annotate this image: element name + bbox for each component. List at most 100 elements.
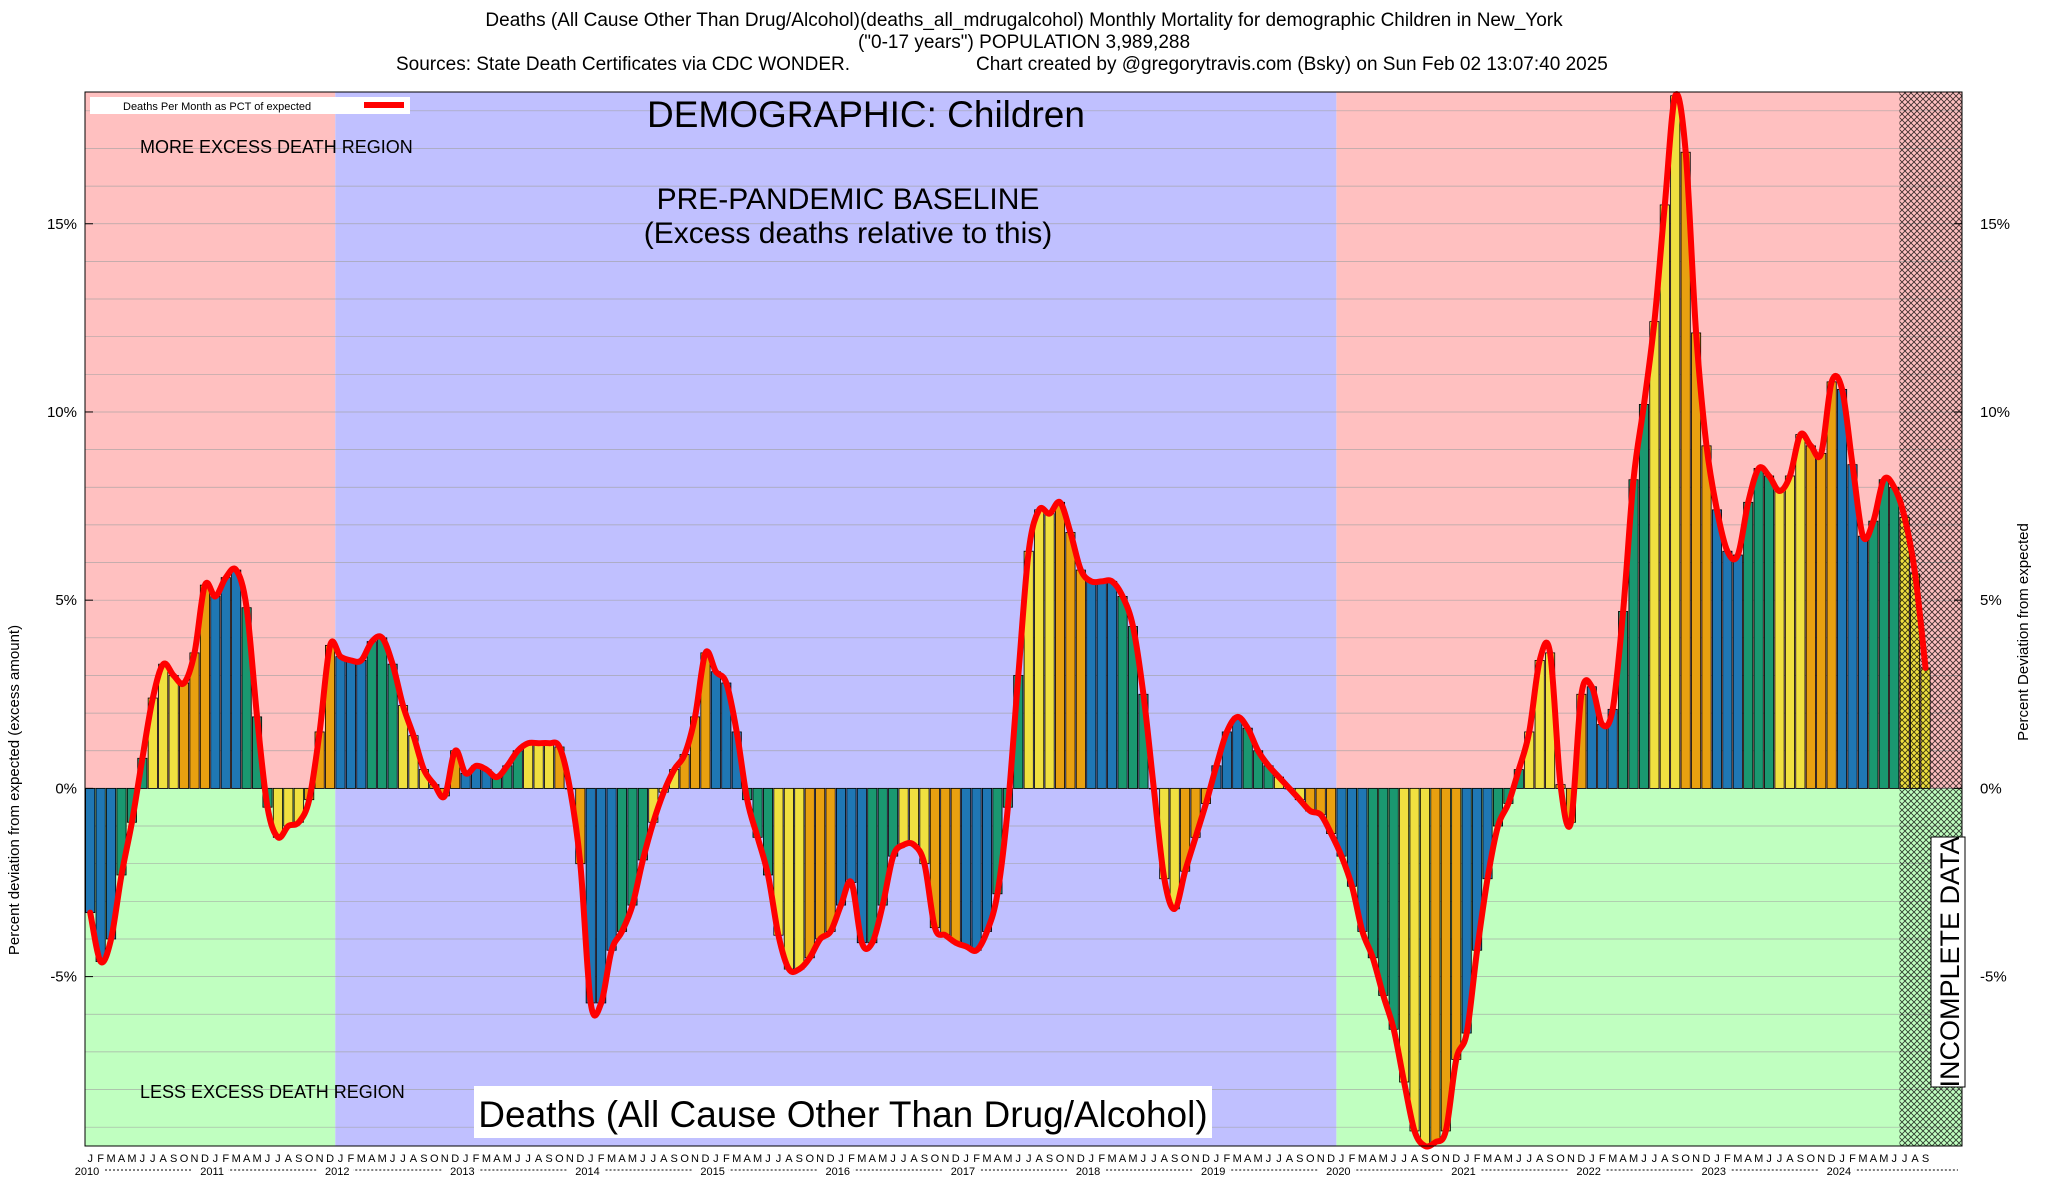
month-tick-label: N [1442, 1153, 1450, 1165]
month-tick-label: J [1641, 1153, 1647, 1165]
month-tick-label: A [660, 1153, 668, 1165]
month-tick-label: S [170, 1153, 177, 1165]
month-tick-label: J [901, 1153, 907, 1165]
series-line [87, 91, 1929, 1150]
month-tick-label: S [1046, 1153, 1053, 1165]
month-tick-label: A [910, 1153, 918, 1165]
bottom-series-label: Deaths (All Cause Other Than Drug/Alcoho… [478, 1094, 1207, 1135]
month-tick-label: J [1777, 1153, 1783, 1165]
month-tick-label: O [305, 1153, 314, 1165]
month-tick-label: J [1266, 1153, 1272, 1165]
year-tick-label: 2022 [1576, 1166, 1600, 1178]
year-tick-label: 2023 [1701, 1166, 1725, 1178]
month-tick-label: F [1223, 1153, 1230, 1165]
month-tick-label: M [1379, 1153, 1388, 1165]
month-tick-label: M [106, 1153, 115, 1165]
month-tick-label: M [1504, 1153, 1513, 1165]
month-tick-label: J [1714, 1153, 1720, 1165]
month-tick-label: O [1431, 1153, 1440, 1165]
month-tick-label: S [1421, 1153, 1428, 1165]
month-tick-label: M [1879, 1153, 1888, 1165]
year-label-bg [192, 1164, 229, 1177]
month-tick-label: N [566, 1153, 574, 1165]
year-label-bg [1443, 1164, 1480, 1177]
month-tick-label: J [213, 1153, 219, 1165]
year-tick-label: 2013 [450, 1166, 474, 1178]
month-tick-label: N [1317, 1153, 1325, 1165]
bar [1711, 509, 1722, 789]
year-label-bg [817, 1164, 854, 1177]
year-label-bg [67, 1164, 103, 1177]
month-tick-label: J [1214, 1153, 1220, 1165]
bar [1440, 787, 1451, 1132]
bar [981, 787, 993, 932]
month-tick-label: A [285, 1153, 293, 1165]
month-tick-label: O [1181, 1153, 1190, 1165]
month-tick-label: J [1652, 1153, 1658, 1165]
month-tick-label: J [776, 1153, 782, 1165]
chart-title: Deaths (All Cause Other Than Drug/Alcoho… [0, 10, 2048, 76]
y-tick-label-right: 0% [1980, 780, 2002, 797]
bar [1034, 509, 1045, 789]
bar [908, 787, 920, 846]
month-tick-label: J [1839, 1153, 1845, 1165]
less-excess-label: LESS EXCESS DEATH REGION [140, 1082, 405, 1102]
bar [1878, 479, 1889, 789]
bar [1868, 520, 1879, 789]
month-tick-label: O [1556, 1153, 1565, 1165]
month-tick-label: M [1254, 1153, 1263, 1165]
month-tick-label: J [1526, 1153, 1532, 1165]
year-tick-label: 2019 [1201, 1166, 1225, 1178]
month-tick-label: N [691, 1153, 699, 1165]
month-tick-label: M [857, 1153, 866, 1165]
incomplete-label: INCOMPLETE DATA [1935, 836, 1965, 1087]
month-tick-label: S [921, 1153, 928, 1165]
bar [867, 787, 878, 944]
bar [1044, 513, 1055, 789]
month-tick-label: A [243, 1153, 251, 1165]
month-tick-label: J [1151, 1153, 1157, 1165]
year-tick-label: 2018 [1076, 1166, 1100, 1178]
month-tick-label: A [1244, 1153, 1252, 1165]
month-tick-label: N [1692, 1153, 1700, 1165]
month-tick-label: O [1807, 1153, 1816, 1165]
year-tick-label: 2017 [951, 1166, 975, 1178]
year-label-bg [567, 1164, 604, 1177]
bar [1419, 787, 1430, 1147]
month-tick-label: M [1754, 1153, 1763, 1165]
month-tick-label: S [670, 1153, 677, 1165]
month-tick-label: A [1035, 1153, 1043, 1165]
month-tick-label: M [1128, 1153, 1137, 1165]
bar [710, 671, 721, 789]
y-axis-label-left: Percent deviation from expected (excess … [6, 625, 23, 955]
month-tick-label: J [140, 1153, 146, 1165]
year-label-bg [1568, 1164, 1605, 1177]
month-tick-label: J [640, 1153, 646, 1165]
month-tick-label: F [1098, 1153, 1105, 1165]
month-tick-label: J [838, 1153, 844, 1165]
month-tick-label: M [1358, 1153, 1367, 1165]
month-tick-label: S [1171, 1153, 1178, 1165]
month-tick-label: A [618, 1153, 626, 1165]
year-label-bg [317, 1164, 354, 1177]
month-tick-label: O [805, 1153, 814, 1165]
year-tick-label: 2012 [325, 1166, 349, 1178]
month-tick-label: O [1306, 1153, 1315, 1165]
month-tick-label: M [1608, 1153, 1617, 1165]
month-tick-label: A [743, 1153, 751, 1165]
year-label-bg [1193, 1164, 1230, 1177]
month-tick-label: J [890, 1153, 896, 1165]
month-tick-label: D [1452, 1153, 1460, 1165]
month-tick-label: N [941, 1153, 949, 1165]
bar [794, 787, 805, 970]
month-tick-label: F [1849, 1153, 1856, 1165]
bar [1805, 445, 1816, 789]
year-tick-label: 2015 [700, 1166, 724, 1178]
month-tick-label: F [598, 1153, 605, 1165]
month-tick-label: M [982, 1153, 991, 1165]
legend-box [90, 97, 410, 114]
month-tick-label: O [180, 1153, 189, 1165]
month-tick-label: M [1003, 1153, 1012, 1165]
month-tick-label: F [848, 1153, 855, 1165]
